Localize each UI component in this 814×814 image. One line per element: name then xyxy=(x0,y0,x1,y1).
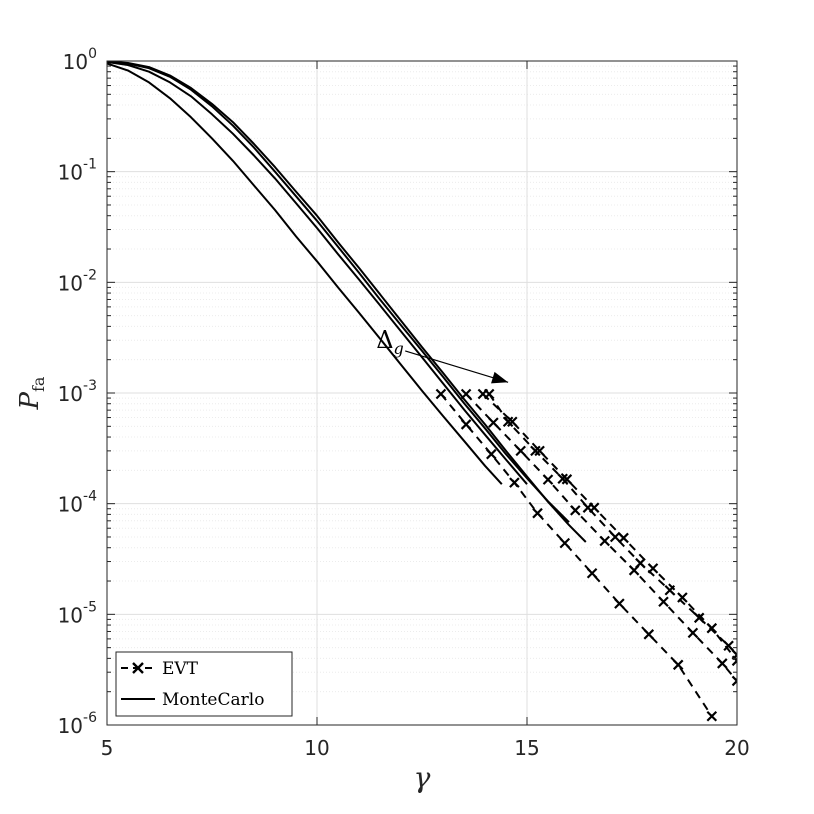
evt-marker xyxy=(717,658,728,669)
evt-marker xyxy=(509,477,520,488)
evt-marker xyxy=(460,419,472,430)
evt-marker xyxy=(706,622,718,634)
evt-marker xyxy=(672,659,684,671)
y-tick-exponent: -1 xyxy=(83,157,97,173)
y-tick-exponent: -4 xyxy=(83,489,97,505)
evt-marker xyxy=(559,537,571,549)
series-4 xyxy=(107,61,737,661)
evt-marker xyxy=(557,473,568,485)
y-tick-exponent: -3 xyxy=(83,378,97,394)
legend-montecarlo-label: MonteCarlo xyxy=(162,690,264,710)
evt-marker xyxy=(486,448,497,460)
evt-marker xyxy=(502,416,514,428)
y-tick-base: 10 xyxy=(63,50,88,74)
y-tick-label: 10-6 xyxy=(58,710,98,738)
y-tick-base: 10 xyxy=(58,714,83,738)
evt-marker xyxy=(693,612,705,624)
evt-marker xyxy=(599,535,610,547)
y-tick-base: 10 xyxy=(58,161,83,185)
evt-line-3 xyxy=(482,393,737,662)
y-tick-base: 10 xyxy=(58,382,83,406)
evt-marker xyxy=(609,531,621,543)
evt-marker xyxy=(687,627,699,639)
delta-g-annotation: Δg xyxy=(376,326,509,384)
evt-marker xyxy=(658,596,669,608)
grid xyxy=(106,60,738,726)
series-3 xyxy=(107,61,737,667)
evt-marker xyxy=(532,507,543,519)
x-axis-label: γ xyxy=(414,761,431,794)
evt-marker xyxy=(582,502,594,513)
evt-line-4 xyxy=(488,393,737,656)
evt-marker xyxy=(706,710,718,722)
annotation-label: Δg xyxy=(376,326,404,358)
evt-marker xyxy=(664,584,676,596)
evt-marker xyxy=(534,445,545,457)
annotation-arrow-line xyxy=(405,350,509,383)
montecarlo-line-3 xyxy=(107,61,570,523)
annotation-delta: Δ xyxy=(376,326,393,354)
axes-box xyxy=(106,60,738,726)
evt-marker xyxy=(723,640,734,652)
evt-marker xyxy=(483,388,495,400)
annotation-sub: g xyxy=(394,339,404,358)
x-tick-label: 15 xyxy=(514,736,539,760)
evt-marker xyxy=(731,675,737,687)
y-axis-label-sub: fa xyxy=(29,376,48,392)
y-tick-base: 10 xyxy=(58,603,83,627)
legend-evt-label: EVT xyxy=(162,659,199,679)
evt-marker xyxy=(570,505,581,516)
evt-marker xyxy=(542,474,554,485)
plot-area xyxy=(107,61,737,722)
y-tick-exponent: 0 xyxy=(88,46,97,62)
evt-marker xyxy=(635,557,646,569)
x-tick-label: 10 xyxy=(304,736,329,760)
y-tick-exponent: -6 xyxy=(83,710,97,726)
x-tick-label: 5 xyxy=(101,736,114,760)
evt-marker xyxy=(507,416,518,428)
evt-marker xyxy=(435,388,447,400)
montecarlo-line-1 xyxy=(107,62,503,485)
legend-box xyxy=(115,651,293,717)
y-axis-label-base: P xyxy=(15,391,45,410)
series-1 xyxy=(107,62,718,722)
annotation-arrow-head xyxy=(491,371,509,384)
y-tick-label: 10-2 xyxy=(58,267,97,295)
evt-line-1 xyxy=(440,393,713,717)
evt-marker xyxy=(618,532,629,544)
y-tick-exponent: -2 xyxy=(83,267,97,283)
series-2 xyxy=(107,61,737,687)
x-tick-labels: 5 10 15 20 xyxy=(101,736,750,760)
evt-marker xyxy=(515,445,526,457)
y-tick-label: 10-1 xyxy=(58,157,97,185)
evt-marker xyxy=(614,598,625,609)
legend: EVT MonteCarlo xyxy=(115,651,293,717)
y-tick-label: 100 xyxy=(63,46,97,74)
y-tick-label: 10-3 xyxy=(58,378,97,406)
evt-marker xyxy=(488,417,499,428)
evt-marker xyxy=(530,445,541,457)
legend-evt-marker xyxy=(132,662,144,674)
evt-marker xyxy=(677,592,688,603)
evt-marker xyxy=(643,629,655,640)
y-tick-base: 10 xyxy=(58,493,83,517)
y-tick-base: 10 xyxy=(58,271,83,295)
montecarlo-line-2 xyxy=(107,61,528,485)
y-tick-label: 10-4 xyxy=(58,489,98,517)
y-tick-label: 10-5 xyxy=(58,599,97,627)
x-tick-label: 20 xyxy=(724,736,749,760)
y-tick-exponent: -5 xyxy=(83,599,97,615)
y-axis-label: Pfa xyxy=(15,376,48,410)
evt-marker xyxy=(586,567,598,579)
montecarlo-line-4 xyxy=(107,61,587,543)
